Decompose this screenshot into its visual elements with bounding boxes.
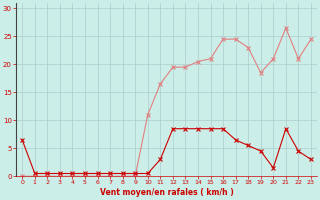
X-axis label: Vent moyen/en rafales ( km/h ): Vent moyen/en rafales ( km/h ) [100, 188, 234, 197]
